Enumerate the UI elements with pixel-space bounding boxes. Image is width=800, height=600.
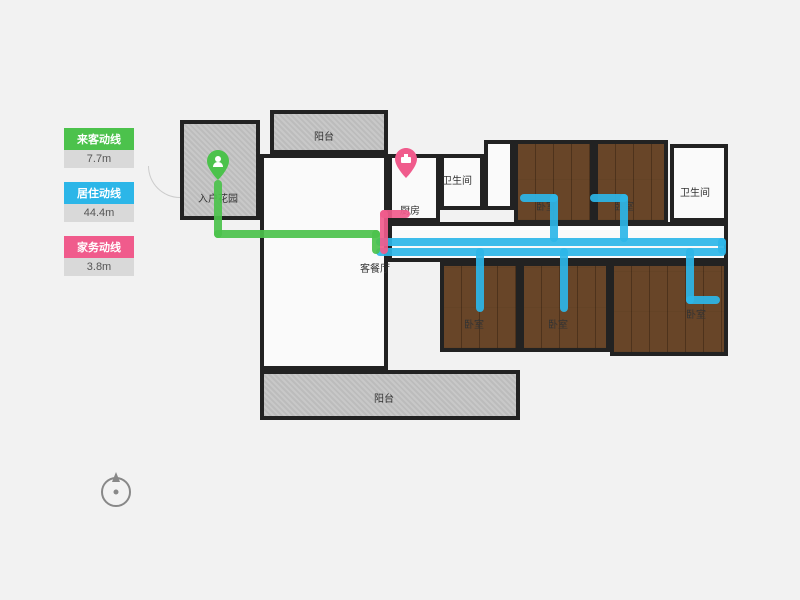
- room-label: 卧室: [548, 316, 568, 331]
- living-path-seg: [476, 248, 484, 312]
- guest-path-seg: [372, 230, 380, 254]
- room-label: 卫生间: [442, 172, 472, 187]
- room-label: 客餐厅: [360, 260, 390, 275]
- chore-marker-icon: [395, 148, 417, 178]
- room-label: 阳台: [374, 390, 394, 405]
- legend-value-chore: 3.8m: [64, 258, 134, 276]
- legend-label-chore: 家务动线: [64, 236, 134, 258]
- legend-item-living: 居住动线 44.4m: [64, 182, 134, 222]
- living-path-seg: [560, 248, 568, 312]
- door-arc-icon: [148, 166, 180, 198]
- legend: 来客动线 7.7m 居住动线 44.4m 家务动线 3.8m: [64, 128, 134, 290]
- guest-marker-icon: [207, 150, 229, 180]
- legend-value-living: 44.4m: [64, 204, 134, 222]
- room-label: 卧室: [686, 306, 706, 321]
- living-path-seg: [376, 248, 726, 256]
- legend-item-guest: 来客动线 7.7m: [64, 128, 134, 168]
- room-label: 卧室: [464, 316, 484, 331]
- guest-path-seg: [214, 230, 380, 238]
- room-bed_bot3: [610, 262, 728, 356]
- legend-value-guest: 7.7m: [64, 150, 134, 168]
- living-path-seg: [718, 238, 726, 254]
- chore-path-seg: [380, 210, 410, 218]
- compass-icon: [96, 470, 136, 510]
- living-path-seg: [520, 194, 558, 202]
- legend-label-guest: 来客动线: [64, 128, 134, 150]
- floorplan: 入户花园阳台厨房卫生间卧室卧室卫生间客餐厅卧室卧室卧室阳台: [180, 110, 760, 430]
- legend-label-living: 居住动线: [64, 182, 134, 204]
- room-bath2: [670, 144, 728, 222]
- room-label: 阳台: [314, 128, 334, 143]
- legend-item-chore: 家务动线 3.8m: [64, 236, 134, 276]
- living-path-seg: [686, 296, 720, 304]
- room-gap1: [484, 140, 514, 210]
- room-label: 卫生间: [680, 184, 710, 199]
- living-path-seg: [590, 194, 628, 202]
